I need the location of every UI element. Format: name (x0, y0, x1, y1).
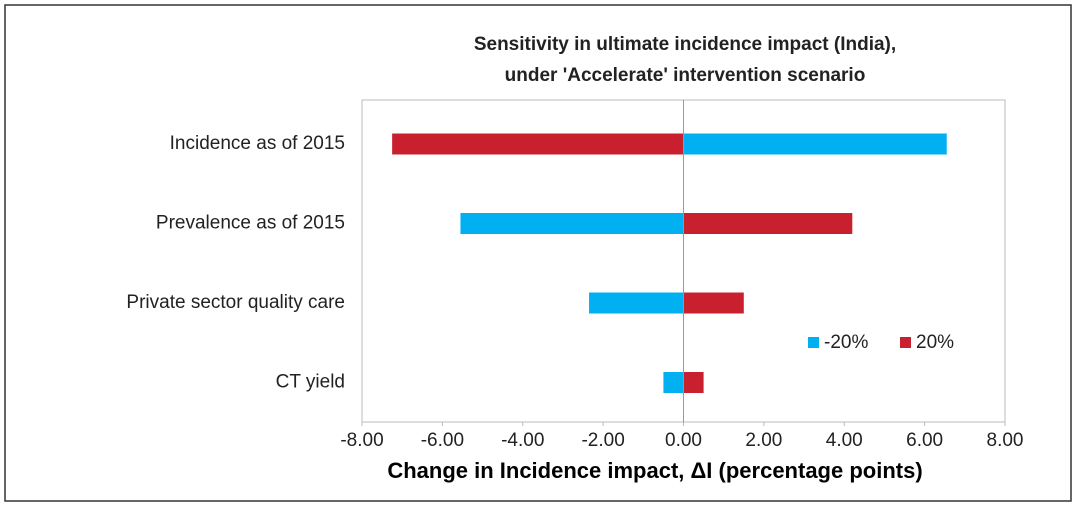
bar (392, 133, 684, 155)
x-tick-label: -6.00 (421, 430, 464, 451)
legend-swatch (900, 337, 911, 348)
bar (460, 213, 684, 234)
bar (683, 133, 947, 155)
y-tick-label: Private sector quality care (126, 292, 345, 313)
bar (683, 292, 744, 314)
x-tick-label: 2.00 (745, 430, 782, 451)
bar (663, 372, 684, 393)
bar (683, 213, 853, 234)
x-tick-label: -2.00 (581, 430, 624, 451)
bar (589, 292, 684, 314)
y-tick-label: Prevalence as of 2015 (156, 213, 345, 234)
legend-label: 20% (916, 332, 954, 353)
x-tick-label: 8.00 (987, 430, 1024, 451)
x-axis-label: Change in Incidence impact, ΔI (percenta… (387, 458, 922, 483)
legend-label: -20% (824, 332, 868, 353)
x-tick-label: -4.00 (501, 430, 544, 451)
x-tick-label: 0.00 (665, 430, 702, 451)
frame (4, 4, 1072, 502)
legend-swatch (808, 337, 819, 348)
y-tick-label: CT yield (276, 372, 345, 393)
x-tick-label: 6.00 (906, 430, 943, 451)
chart-title: under 'Accelerate' intervention scenario (505, 65, 866, 86)
x-tick-label: 4.00 (826, 430, 863, 451)
bar (683, 372, 704, 393)
x-tick-label: -8.00 (340, 430, 383, 451)
y-tick-label: Incidence as of 2015 (170, 133, 345, 154)
chart-title: Sensitivity in ultimate incidence impact… (474, 34, 896, 55)
